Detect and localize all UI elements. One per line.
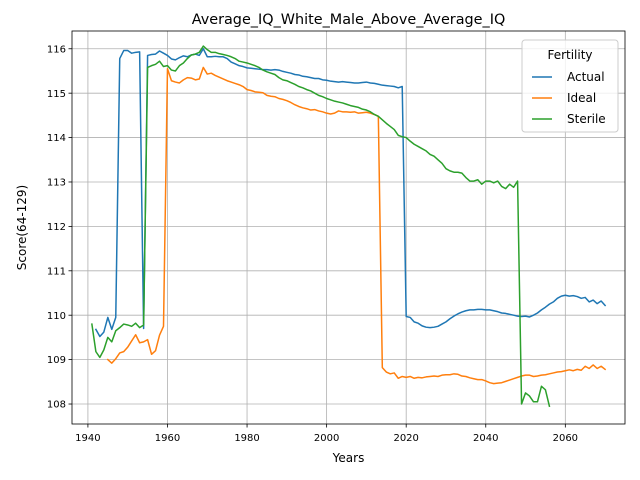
legend: Fertility Actual Ideal Sterile	[521, 39, 619, 133]
x-axis-ticks: 1940 1960 1980 2000 2020 2040 2060	[75, 424, 578, 444]
x-tick-label: 2020	[393, 433, 418, 444]
series-line-sterile	[91, 45, 551, 408]
chart-title: Average_IQ_White_Male_Above_Average_IQ	[192, 12, 506, 28]
x-tick-label: 1980	[234, 433, 259, 444]
x-tick-label: 2060	[553, 433, 578, 444]
legend-label-actual: Actual	[567, 70, 605, 84]
x-tick-label: 1940	[75, 433, 100, 444]
series-lines	[91, 45, 607, 408]
y-tick-label: 113	[47, 178, 66, 189]
x-tick-label: 1960	[155, 433, 180, 444]
x-axis-label: Years	[332, 451, 365, 465]
y-axis-label: Score(64-129)	[15, 185, 29, 270]
plot-frame	[71, 30, 626, 425]
y-tick-label: 111	[47, 266, 66, 277]
y-axis-ticks: 108 109 110 111 112 113 114 115 116	[47, 44, 72, 411]
y-tick-label: 114	[47, 133, 66, 144]
y-tick-label: 116	[47, 44, 66, 55]
x-tick-label: 2040	[473, 433, 498, 444]
y-tick-label: 109	[47, 355, 66, 366]
legend-title: Fertility	[547, 48, 592, 62]
legend-box	[521, 39, 619, 133]
legend-label-sterile: Sterile	[567, 112, 606, 126]
y-tick-label: 115	[47, 89, 66, 100]
y-tick-label: 110	[47, 311, 66, 322]
y-tick-label: 108	[47, 400, 66, 411]
y-tick-label: 112	[47, 222, 66, 233]
series-line-ideal	[106, 66, 607, 385]
x-tick-label: 2000	[314, 433, 339, 444]
legend-label-ideal: Ideal	[567, 91, 596, 105]
